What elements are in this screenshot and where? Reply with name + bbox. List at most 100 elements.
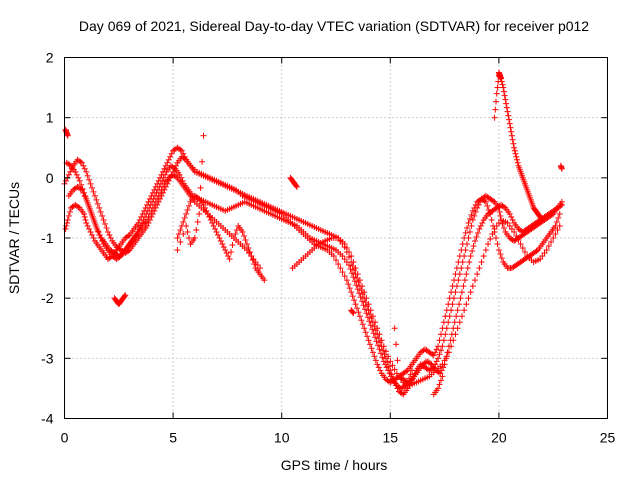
data-point-b xyxy=(86,176,93,183)
data-point-c xyxy=(373,338,380,345)
data-point-b xyxy=(93,196,100,203)
data-point-d xyxy=(517,241,524,248)
data-point-d xyxy=(380,343,387,350)
data-point-c xyxy=(348,270,355,277)
data-point-b xyxy=(351,297,358,304)
data-point-e xyxy=(539,216,546,223)
data-point-b xyxy=(468,211,475,218)
data-point-e xyxy=(177,226,184,233)
data-point-f xyxy=(404,379,411,386)
data-point-e xyxy=(180,218,187,225)
data-point-a xyxy=(62,225,69,232)
data-point-d xyxy=(439,361,446,368)
data-point-d xyxy=(152,198,159,205)
data-point-e xyxy=(506,120,513,127)
data-point-c xyxy=(464,265,471,272)
y-axis-label: SDTVAR / TECUs xyxy=(6,182,22,294)
data-point-e xyxy=(243,241,250,248)
data-point-c xyxy=(350,274,357,281)
x-tick-labels: 0 5 10 15 20 25 xyxy=(61,430,616,446)
data-point-b xyxy=(498,255,505,262)
data-point-e xyxy=(225,253,232,260)
data-point-d xyxy=(543,247,550,254)
data-point-c xyxy=(500,203,507,210)
data-point-c xyxy=(509,216,516,223)
data-point-d xyxy=(472,277,479,284)
data-point-b xyxy=(533,248,540,255)
data-point-a xyxy=(490,197,497,204)
data-point-d xyxy=(361,289,368,296)
data-point-d xyxy=(97,235,104,241)
data-point-e xyxy=(261,277,268,284)
data-point-c xyxy=(506,210,513,217)
data-point-b xyxy=(341,273,348,280)
data-point-e xyxy=(514,159,521,166)
data-point-c xyxy=(160,174,167,181)
data-point-e xyxy=(504,108,511,115)
data-point-e xyxy=(248,253,255,260)
data-point-d xyxy=(93,223,100,230)
data-point-e xyxy=(204,210,211,217)
data-point-c xyxy=(477,222,484,229)
data-point-b xyxy=(553,218,560,225)
data-point-b xyxy=(102,220,109,227)
data-point-b xyxy=(104,228,111,235)
data-point-b xyxy=(100,216,107,223)
data-point-b xyxy=(455,259,462,266)
data-point-b xyxy=(364,333,371,340)
data-point-c xyxy=(479,219,486,226)
data-point-b xyxy=(355,309,362,316)
data-point-a xyxy=(433,358,440,365)
data-point-a xyxy=(165,156,172,163)
data-point-d xyxy=(343,245,350,252)
data-point-c xyxy=(467,253,474,260)
data-point-b xyxy=(65,171,72,178)
data-point-a xyxy=(435,355,442,362)
data-point-b xyxy=(358,317,365,324)
data-point-b xyxy=(345,281,352,288)
data-point-f xyxy=(183,222,190,229)
data-point-b xyxy=(437,331,444,338)
data-point-c xyxy=(72,168,79,175)
data-point-d xyxy=(86,203,93,210)
data-point-a xyxy=(86,225,93,232)
data-point-f xyxy=(64,132,71,139)
data-point-a xyxy=(398,390,405,397)
data-point-b xyxy=(371,353,378,360)
data-point-d xyxy=(519,245,526,252)
data-point-b xyxy=(365,337,372,344)
data-point-b xyxy=(459,241,466,248)
data-point-b xyxy=(471,204,478,211)
data-point-d xyxy=(356,277,363,284)
data-point-b xyxy=(94,200,101,207)
data-point-e xyxy=(226,256,233,263)
data-point-e xyxy=(216,235,223,241)
data-point-f xyxy=(437,377,444,384)
data-point-e xyxy=(222,247,229,254)
data-point-e xyxy=(210,222,217,229)
data-point-e xyxy=(174,235,181,241)
data-point-c xyxy=(508,213,515,220)
data-point-d xyxy=(389,362,396,369)
data-point-e xyxy=(228,249,235,256)
data-point-d xyxy=(378,337,385,344)
data-point-e xyxy=(493,98,500,105)
data-point-e xyxy=(538,215,545,222)
data-point-c xyxy=(376,346,383,353)
data-point-d xyxy=(476,265,483,272)
data-point-b xyxy=(452,271,459,278)
data-point-c xyxy=(353,282,360,289)
data-point-d xyxy=(87,207,94,214)
data-point-d xyxy=(548,239,555,246)
data-point-f xyxy=(191,235,198,241)
y-tick-label: -2 xyxy=(41,290,54,306)
data-point-a xyxy=(469,216,476,223)
data-point-e xyxy=(245,245,252,252)
data-point-b xyxy=(97,208,104,215)
data-point-e xyxy=(207,216,214,223)
y-tick-label: 1 xyxy=(46,110,54,126)
data-point-a xyxy=(500,224,507,231)
data-point-f xyxy=(409,367,416,374)
data-point-c xyxy=(372,334,379,341)
data-point-a xyxy=(430,364,437,371)
